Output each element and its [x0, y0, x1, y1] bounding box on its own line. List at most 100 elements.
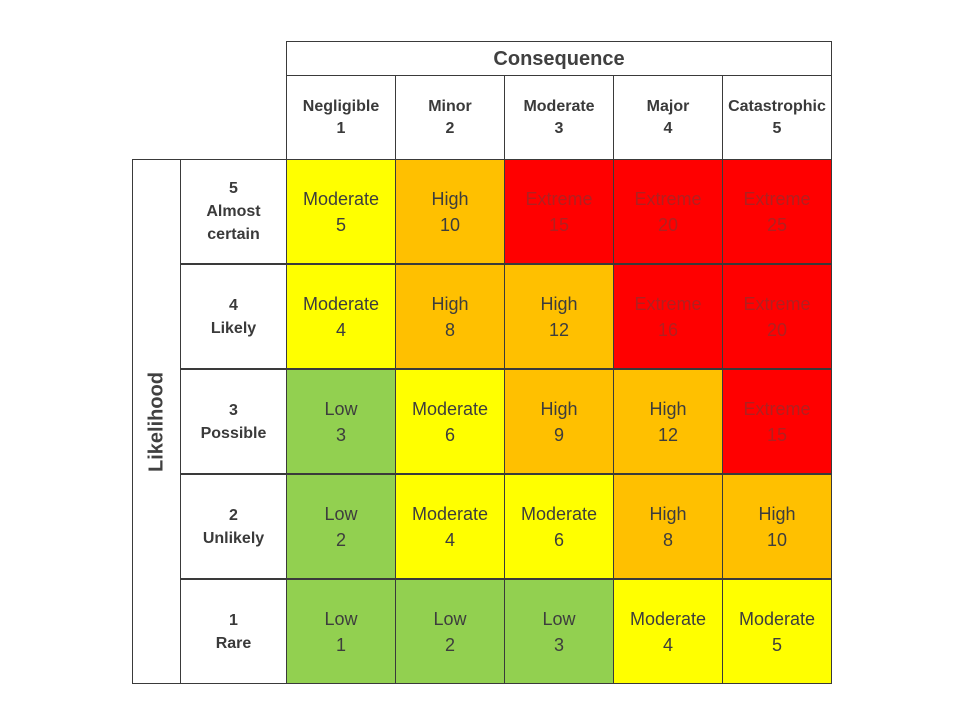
- risk-score: 3: [335, 424, 346, 445]
- risk-cell-extreme: Extreme 16: [613, 264, 723, 369]
- risk-score: 8: [662, 529, 673, 550]
- risk-score: 8: [444, 319, 455, 340]
- risk-score: 4: [335, 319, 346, 340]
- risk-score: 10: [439, 214, 461, 235]
- risk-level: High: [540, 293, 578, 314]
- risk-cell-extreme: Extreme 20: [613, 159, 723, 264]
- risk-level: High: [431, 293, 469, 314]
- risk-cell-high: High 10: [395, 159, 505, 264]
- risk-level: Low: [324, 503, 358, 524]
- risk-cell-low: Low 3: [286, 369, 396, 474]
- consequence-number: 3: [554, 119, 564, 137]
- consequence-name: Minor: [428, 97, 472, 115]
- consequence-name: Catastrophic: [728, 97, 826, 115]
- risk-level: Moderate: [738, 608, 816, 629]
- risk-cell-extreme: Extreme 25: [722, 159, 832, 264]
- risk-score: 4: [444, 529, 455, 550]
- likelihood-name-continued: certain: [207, 226, 260, 243]
- consequence-header-minor: Minor 2: [395, 75, 505, 160]
- likelihood-number: 5: [229, 180, 238, 197]
- risk-cell-high: High 12: [504, 264, 614, 369]
- risk-score: 16: [657, 319, 679, 340]
- risk-level: Moderate: [302, 293, 380, 314]
- consequence-header-major: Major 4: [613, 75, 723, 160]
- risk-score: 3: [553, 634, 564, 655]
- risk-score: 20: [657, 214, 679, 235]
- likelihood-header-likely: 4 Likely: [180, 264, 287, 369]
- consequence-header-catastrophic: Catastrophic 5: [722, 75, 832, 160]
- risk-level: Moderate: [411, 398, 489, 419]
- likelihood-name: Likely: [210, 319, 257, 337]
- risk-cell-high: High 8: [395, 264, 505, 369]
- consequence-number: 1: [336, 119, 346, 137]
- risk-score: 5: [771, 634, 782, 655]
- risk-level: Extreme: [634, 293, 702, 314]
- risk-cell-high: High 8: [613, 474, 723, 579]
- risk-level: High: [540, 398, 578, 419]
- risk-score: 9: [553, 424, 564, 445]
- likelihood-number: 1: [229, 611, 238, 629]
- likelihood-header-possible: 3 Possible: [180, 369, 287, 474]
- risk-level: Low: [324, 398, 358, 419]
- risk-cell-extreme: Extreme 20: [722, 264, 832, 369]
- risk-level: Extreme: [525, 188, 593, 209]
- risk-level: Extreme: [634, 188, 702, 209]
- risk-cell-moderate: Moderate 6: [504, 474, 614, 579]
- risk-score: 15: [548, 214, 570, 235]
- likelihood-name: Rare: [215, 634, 252, 652]
- consequence-title: Consequence: [286, 41, 832, 76]
- risk-score: 20: [766, 319, 788, 340]
- consequence-header-moderate: Moderate 3: [504, 75, 614, 160]
- risk-level: Extreme: [743, 398, 811, 419]
- risk-level: Moderate: [629, 608, 707, 629]
- risk-level: High: [758, 503, 796, 524]
- consequence-name: Moderate: [523, 97, 595, 115]
- risk-level: Extreme: [743, 188, 811, 209]
- risk-cell-high: High 12: [613, 369, 723, 474]
- risk-cell-moderate: Moderate 5: [722, 579, 832, 684]
- risk-cell-low: Low 3: [504, 579, 614, 684]
- risk-level: Low: [433, 608, 467, 629]
- risk-level: Low: [324, 608, 358, 629]
- risk-cell-low: Low 2: [286, 474, 396, 579]
- risk-level: Moderate: [302, 188, 380, 209]
- consequence-number: 5: [772, 119, 782, 137]
- risk-score: 12: [548, 319, 570, 340]
- likelihood-header-almost-certain: 5 Almost certain: [180, 159, 287, 264]
- likelihood-number: 4: [229, 296, 238, 314]
- risk-score: 6: [444, 424, 455, 445]
- likelihood-number: 3: [229, 401, 238, 419]
- risk-level: Moderate: [411, 503, 489, 524]
- risk-cell-moderate: Moderate 5: [286, 159, 396, 264]
- risk-cell-moderate: Moderate 4: [286, 264, 396, 369]
- risk-cell-moderate: Moderate 6: [395, 369, 505, 474]
- risk-score: 6: [553, 529, 564, 550]
- likelihood-name: Almost: [206, 203, 261, 220]
- risk-cell-extreme: Extreme 15: [722, 369, 832, 474]
- risk-level: Extreme: [743, 293, 811, 314]
- risk-level: Low: [542, 608, 576, 629]
- likelihood-title-box: Likelihood: [132, 159, 181, 684]
- risk-score: 12: [657, 424, 679, 445]
- risk-cell-low: Low 2: [395, 579, 505, 684]
- risk-cell-moderate: Moderate 4: [395, 474, 505, 579]
- risk-level: Moderate: [520, 503, 598, 524]
- likelihood-name: Possible: [200, 424, 267, 442]
- risk-score: 1: [335, 634, 346, 655]
- risk-cell-low: Low 1: [286, 579, 396, 684]
- risk-score: 15: [766, 424, 788, 445]
- risk-cell-high: High 9: [504, 369, 614, 474]
- risk-score: 4: [662, 634, 673, 655]
- risk-level: High: [649, 503, 687, 524]
- consequence-header-negligible: Negligible 1: [286, 75, 396, 160]
- risk-level: High: [649, 398, 687, 419]
- likelihood-name: Unlikely: [202, 529, 265, 547]
- risk-score: 10: [766, 529, 788, 550]
- risk-cell-extreme: Extreme 15: [504, 159, 614, 264]
- risk-score: 2: [444, 634, 455, 655]
- risk-score: 2: [335, 529, 346, 550]
- consequence-number: 2: [445, 119, 455, 137]
- consequence-number: 4: [663, 119, 673, 137]
- risk-cell-moderate: Moderate 4: [613, 579, 723, 684]
